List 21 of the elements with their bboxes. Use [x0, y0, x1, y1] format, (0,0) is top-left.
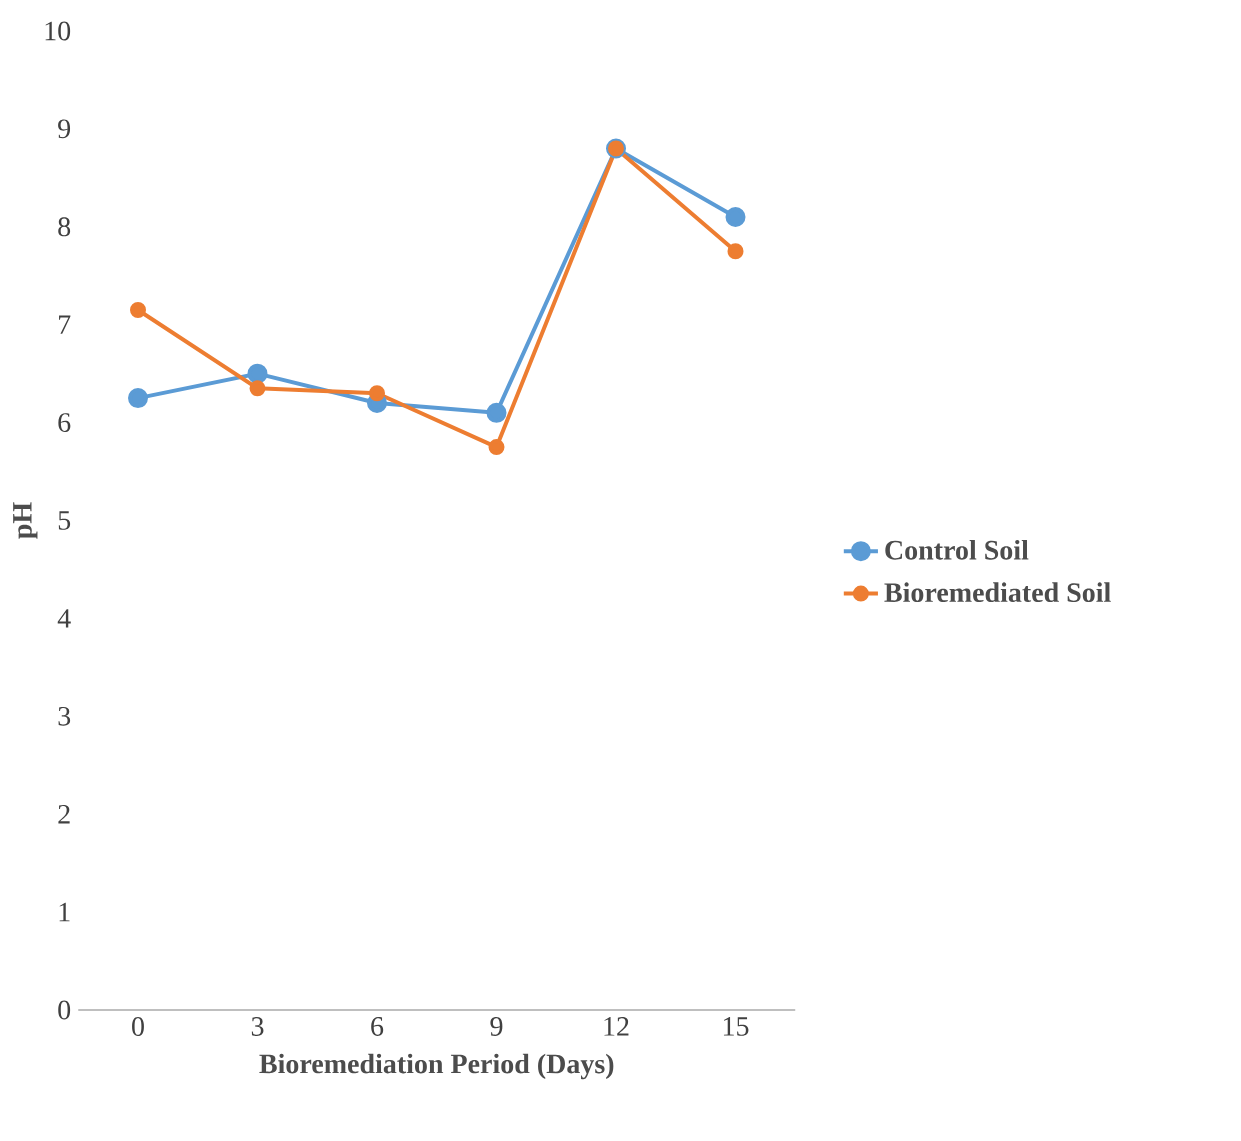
y-tick-label: 8	[58, 217, 71, 237]
x-tick-label: 15	[723, 1017, 749, 1036]
x-tick-label: 0	[132, 1017, 144, 1036]
y-tick-label: 0	[58, 1000, 71, 1020]
y-tick-label: 4	[57, 609, 71, 628]
x-tick-label: 6	[371, 1017, 384, 1036]
y-tick-label: 10	[45, 21, 71, 41]
x-tick-label: 12	[604, 1017, 629, 1036]
y-tick-label: 7	[59, 315, 71, 334]
y-tick-label: 2	[58, 804, 70, 824]
y-axis-title: pH	[13, 502, 38, 539]
y-tick-label: 3	[58, 706, 71, 726]
legend-label: Control Soil	[885, 539, 1029, 560]
legend-label: Bioremediated Soil	[884, 582, 1111, 603]
y-tick-label: 9	[58, 119, 71, 139]
y-tick-label: 1	[59, 902, 70, 922]
y-tick-label: 5	[58, 511, 71, 530]
x-tick-label: 3	[251, 1017, 264, 1036]
x-tick-label: 9	[490, 1017, 503, 1036]
y-tick-label: 6	[58, 413, 71, 433]
x-axis-title: Bioremediation Period (Days)	[259, 1053, 614, 1080]
